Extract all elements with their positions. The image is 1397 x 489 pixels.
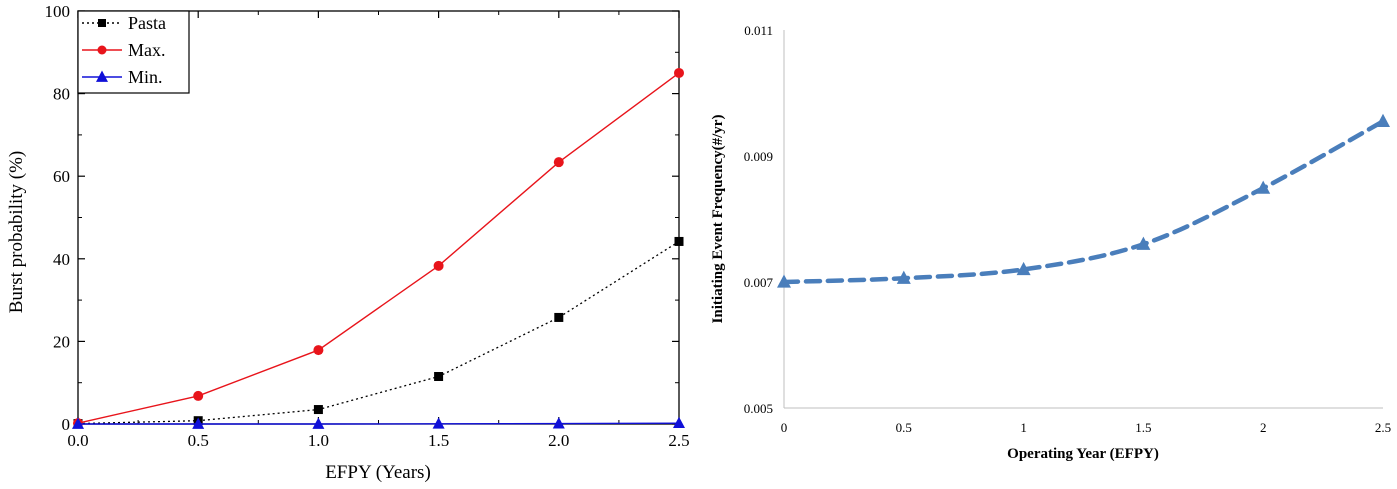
left-y-tick-label: 60 bbox=[53, 167, 70, 186]
series-pasta-point bbox=[434, 372, 444, 382]
left-x-tick-label: 0.5 bbox=[188, 431, 209, 450]
right-series-point bbox=[777, 274, 791, 288]
series-min-point bbox=[312, 417, 325, 429]
series-min-point bbox=[552, 417, 565, 429]
left-x-tick-label: 2.5 bbox=[668, 431, 689, 450]
legend-max-marker bbox=[97, 45, 107, 55]
series-max-line bbox=[77, 72, 680, 424]
series-max-point bbox=[313, 345, 324, 356]
left-x-tick-label: 1.0 bbox=[308, 431, 329, 450]
left-x-tick-label: 0.0 bbox=[67, 431, 88, 450]
series-max-point bbox=[674, 67, 684, 78]
legend-pasta-marker bbox=[98, 19, 106, 27]
legend-min-marker bbox=[96, 70, 108, 82]
legend-max-label: Max. bbox=[128, 40, 166, 60]
series-pasta-line bbox=[77, 240, 680, 425]
right-y-tick-label: 0.011 bbox=[744, 23, 773, 38]
series-max-point bbox=[193, 390, 204, 401]
right-x-tick-label: 1 bbox=[1020, 420, 1027, 435]
right-series-point bbox=[1136, 236, 1151, 250]
series-max-point bbox=[433, 260, 444, 271]
initiating-event-frequency-chart: Initiating Event Frequency(#/yr) Operati… bbox=[710, 23, 1391, 462]
right-x-axis-label: Operating Year (EFPY) bbox=[1007, 446, 1159, 462]
left-x-axis-label: EFPY (Years) bbox=[325, 462, 431, 483]
left-y-axis-label: Burst probability (%) bbox=[6, 151, 27, 314]
left-y-tick-label: 40 bbox=[53, 250, 70, 269]
left-x-tick-label: 2.0 bbox=[548, 431, 569, 450]
right-x-tick-label: 2 bbox=[1260, 420, 1267, 435]
right-series-point bbox=[1376, 113, 1390, 128]
right-x-tick-label: 0.5 bbox=[896, 420, 912, 435]
series-min-point bbox=[72, 417, 84, 429]
left-y-tick-label: 20 bbox=[53, 332, 70, 351]
series-pasta-point bbox=[674, 236, 684, 246]
right-series-line bbox=[781, 119, 1386, 285]
right-series-point bbox=[1016, 261, 1031, 276]
series-min-point bbox=[432, 417, 445, 429]
legend-min-label: Min. bbox=[128, 67, 163, 87]
series-pasta-point bbox=[554, 312, 564, 322]
right-x-tick-label: 0 bbox=[781, 420, 788, 435]
right-y-tick-label: 0.009 bbox=[744, 149, 773, 164]
series-min-point bbox=[192, 417, 205, 429]
right-series-point bbox=[1256, 180, 1271, 194]
series-min-line bbox=[78, 422, 680, 425]
left-y-tick-label: 80 bbox=[53, 85, 70, 104]
left-legend-box bbox=[77, 10, 190, 94]
left-y-tick-label: 100 bbox=[45, 2, 71, 21]
series-min-point bbox=[673, 416, 685, 429]
left-y-tick-label: 0 bbox=[62, 415, 71, 434]
right-y-tick-label: 0.007 bbox=[744, 275, 774, 290]
right-y-tick-label: 0.005 bbox=[744, 401, 773, 416]
right-series-point bbox=[896, 270, 911, 284]
left-x-tick-label: 1.5 bbox=[428, 431, 449, 450]
series-max-point bbox=[553, 157, 564, 168]
series-pasta-point bbox=[313, 405, 323, 415]
legend-pasta-label: Pasta bbox=[128, 13, 166, 33]
right-x-tick-label: 1.5 bbox=[1135, 420, 1151, 435]
right-x-tick-label: 2.5 bbox=[1375, 420, 1391, 435]
burst-probability-chart: Burst probability (%) EFPY (Years) 0.0 0.… bbox=[6, 2, 690, 483]
right-y-axis-label: Initiating Event Frequency(#/yr) bbox=[710, 115, 726, 324]
